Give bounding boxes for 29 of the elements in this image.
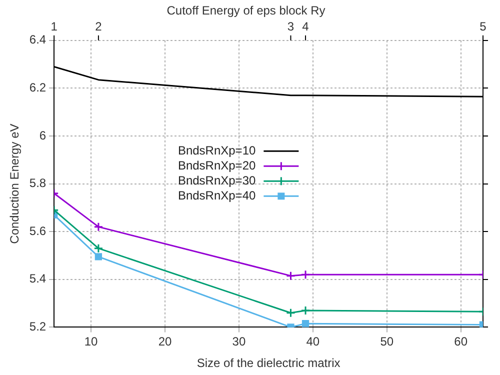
legend-label: BndsRnXp=40 xyxy=(178,188,256,202)
x-tick-label: 30 xyxy=(232,334,246,349)
y-axis-title: Conduction Energy eV xyxy=(8,124,22,244)
y-tick-label: 5.2 xyxy=(29,320,46,334)
text: 1 xyxy=(50,20,58,34)
point xyxy=(286,271,296,281)
y-tick-label: 5.4 xyxy=(29,272,46,286)
x-tick-label: 50 xyxy=(380,334,394,349)
point xyxy=(300,306,310,316)
text: 5 xyxy=(480,20,487,34)
x-tick-label: 10 xyxy=(84,334,98,349)
x-tick-label: 60 xyxy=(454,334,468,349)
legend-label: BndsRnXp=10 xyxy=(178,143,256,158)
point xyxy=(300,270,310,280)
y-tick-label: 6.4 xyxy=(29,32,46,47)
text: 2 xyxy=(95,20,102,34)
text: 3 xyxy=(287,20,294,34)
legend-label: BndsRnXp=20 xyxy=(178,158,256,172)
y-tick-label: 5.6 xyxy=(29,224,46,238)
legend-label: BndsRnXp=30 xyxy=(178,173,256,188)
text: 4 xyxy=(302,20,310,34)
y-tick-label: 6 xyxy=(39,128,46,142)
y-tick-label: 5.8 xyxy=(29,176,46,190)
point xyxy=(286,308,296,318)
chart-title: Cutoff Energy of eps block Ry xyxy=(166,4,326,18)
y-tick-label: 6.2 xyxy=(29,80,46,95)
x-axis-title: Size of the dielectric matrix xyxy=(196,356,340,370)
x-tick-label: 20 xyxy=(158,334,172,349)
x-tick-label: 40 xyxy=(306,334,320,349)
